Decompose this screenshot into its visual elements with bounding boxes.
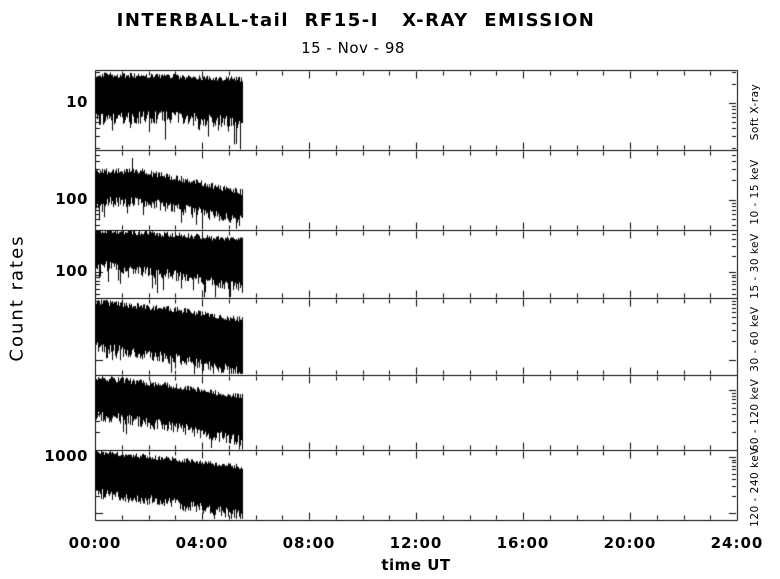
x-tick-label: 08:00	[282, 534, 336, 552]
y-tick-label: 1000	[44, 447, 88, 465]
band-label: 60 - 120 keV	[749, 378, 761, 451]
y-tick-label: 100	[55, 189, 88, 208]
band-label: Soft X-ray	[749, 83, 761, 141]
x-tick-label: 04:00	[175, 534, 229, 552]
x-tick-label: 00:00	[68, 534, 122, 552]
x-tick-label: 24:00	[710, 534, 764, 552]
band-label: 10 - 15 keV	[749, 159, 761, 225]
x-tick-label: 20:00	[603, 534, 657, 552]
x-axis-title: time UT	[381, 556, 451, 574]
y-tick-label: 100	[55, 262, 88, 281]
chart-title: INTERBALL-tail RF15-I X-RAY EMISSION	[116, 10, 596, 31]
x-tick-label: 16:00	[496, 534, 550, 552]
band-label: 30 - 60 keV	[749, 305, 761, 372]
band-label: 15 - 30 keV	[749, 233, 761, 299]
band-label: 120 - 240 keV	[749, 447, 761, 527]
x-tick-label: 12:00	[389, 534, 443, 552]
y-axis-title: Count rates	[6, 234, 28, 362]
chart-subtitle: 15 - Nov - 98	[301, 39, 405, 57]
y-tick-label: 10	[66, 92, 88, 111]
